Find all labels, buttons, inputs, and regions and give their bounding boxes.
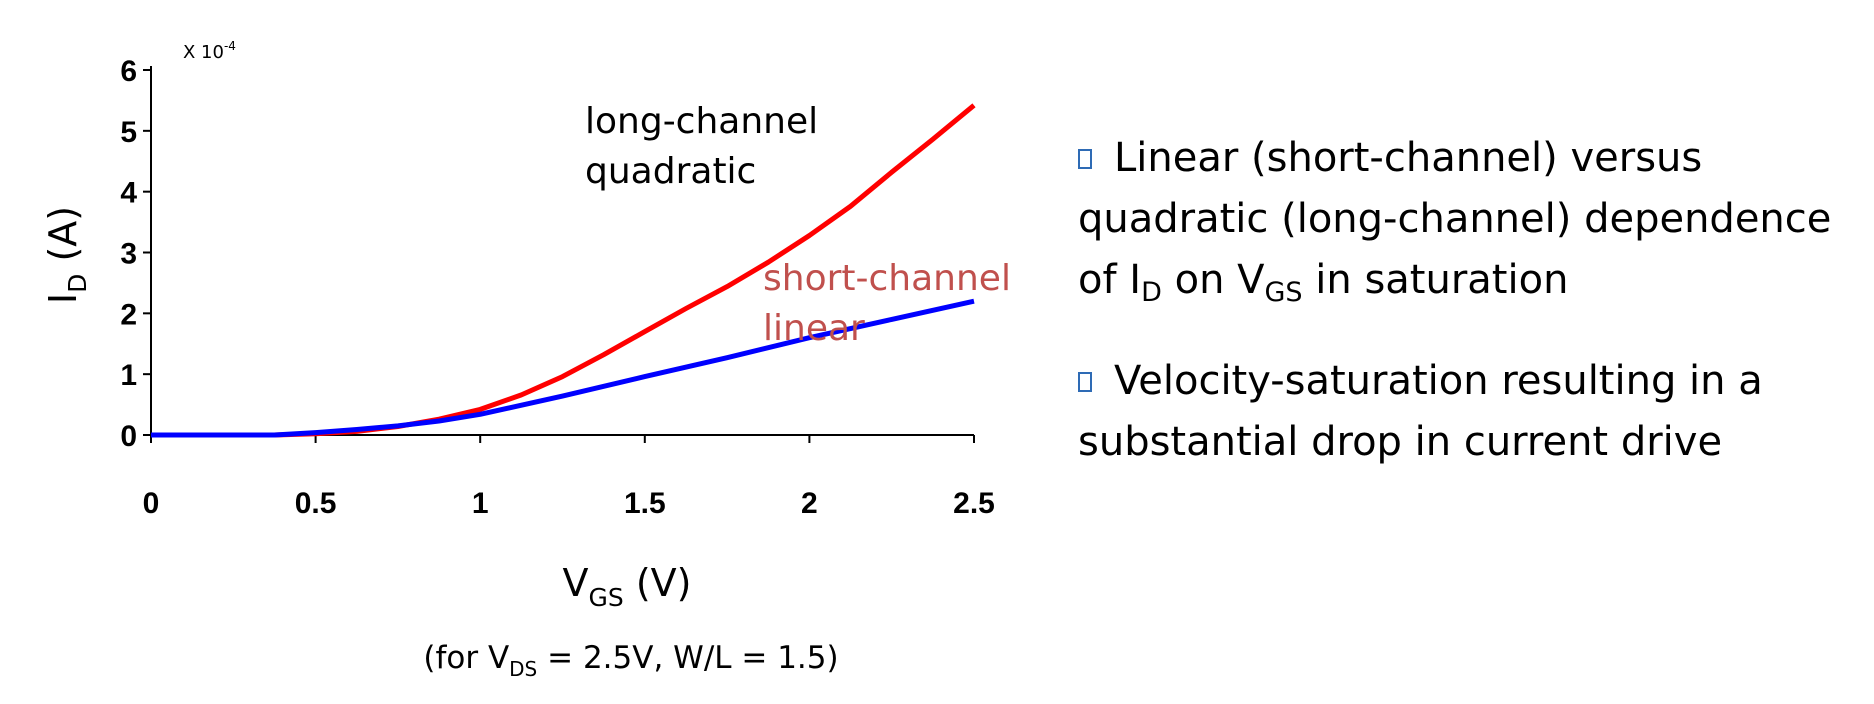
bullet-subscript: D: [1141, 277, 1162, 308]
annotation-long-channel: long-channel: [585, 101, 818, 142]
x-tick-label: 1: [472, 487, 489, 520]
y-tick-label: 2: [120, 298, 137, 331]
bullet-list: Linear (short-channel) versus quadratic …: [1078, 128, 1868, 513]
y-tick-label: 0: [120, 420, 137, 453]
y-tick-label: 3: [120, 238, 137, 271]
bullet-text: Linear (short-channel) versus quadratic …: [1078, 135, 1832, 303]
y-axis-label: ID (A): [41, 206, 92, 304]
bullet-square-icon: [1078, 149, 1092, 169]
x-tick-label: 0.5: [295, 487, 337, 520]
y-tick-label: 1: [120, 359, 137, 392]
bullet-item: Velocity-saturation resulting in a subst…: [1078, 351, 1868, 473]
annotation-short-channel: short-channel: [763, 258, 1011, 299]
chart-caption: (for VDS = 2.5V, W/L = 1.5): [423, 640, 838, 681]
series-line-short-channel: [151, 298, 975, 438]
x-axis-label: VGS (V): [563, 561, 692, 612]
bullet-text: in saturation: [1302, 257, 1569, 303]
x-tick-label: 0: [143, 487, 160, 520]
x-tick-label: 1.5: [624, 487, 666, 520]
x-tick-label: 2: [801, 487, 818, 520]
bullet-item: Linear (short-channel) versus quadratic …: [1078, 128, 1868, 311]
annotation-short-channel: linear: [763, 308, 865, 349]
y-tick-label: 4: [120, 177, 137, 210]
bullet-text: Velocity-saturation resulting in a subst…: [1078, 358, 1763, 465]
bullet-square-icon: [1078, 372, 1092, 392]
id-vgs-chart: 0 1 2 3 4 5 6 0 0.5 1 1.5 2 2.5 X 10-4 ID (A) VGS (V) (f…: [41, 39, 1011, 681]
bullet-text: on V: [1161, 257, 1265, 303]
y-tick-label: 6: [120, 55, 137, 88]
bullet-subscript: GS: [1264, 277, 1303, 308]
y-multiplier: X 10-4: [183, 39, 236, 63]
x-tick-label: 2.5: [953, 487, 995, 520]
y-tick-label: 5: [120, 116, 137, 149]
annotation-long-channel: quadratic: [585, 151, 756, 192]
